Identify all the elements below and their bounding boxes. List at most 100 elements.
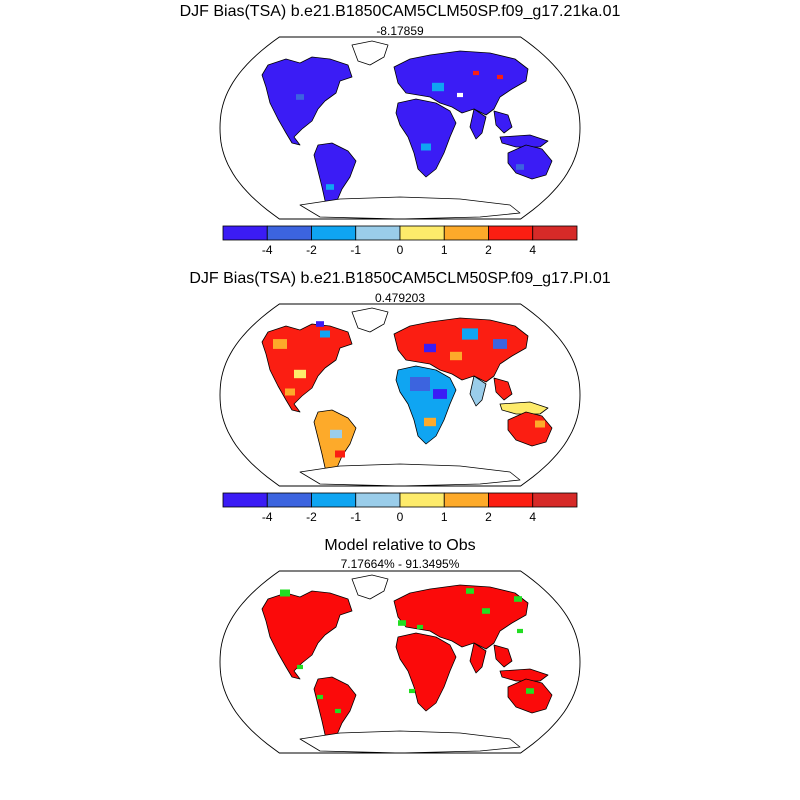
land-india [469,642,487,674]
field-patch [462,328,478,340]
field-patch [424,343,436,353]
field-patch [421,143,431,151]
land-northAmerica [261,56,353,146]
panel3-subtitle: 7.17664% - 91.3495% [340,557,460,571]
colorbar-label: -1 [350,510,361,524]
land-europeAsia [393,50,529,116]
colorbar-label: 1 [441,510,448,524]
colorbar-label: 4 [529,243,536,257]
colorbar-swatch [266,492,312,508]
field-patch [493,339,507,349]
field-patch [466,588,474,594]
colorbar-label: 2 [485,243,492,257]
colorbar-label: 0 [397,510,404,524]
land-australia [507,678,553,714]
colorbar-swatch [399,492,445,508]
colorbar-label: 1 [441,243,448,257]
land-antarctica [299,463,521,486]
field-patch [297,664,303,670]
field-patch [320,330,330,338]
land-greenland [351,574,389,600]
field-patch [294,369,306,379]
field-patch [296,94,304,100]
field-patch [398,620,406,626]
field-patch [473,70,479,76]
land-india [469,375,487,407]
field-patch [409,330,419,338]
field-patch [326,184,334,190]
field-patch [409,688,415,694]
panel2-map [219,303,581,487]
map-frame [219,303,581,487]
colorbar-swatch [311,225,357,241]
land-africa [395,98,457,178]
field-patch [335,450,345,458]
field-patch [517,628,523,634]
field-patch [285,388,295,396]
field-patch [273,339,287,349]
panel3-map [219,570,581,754]
land-seAsia [493,644,513,668]
land-antarctica [299,730,521,753]
land-indonesia [499,134,549,148]
field-patch [521,431,529,437]
colorbar-label: 0 [397,243,404,257]
colorbar-swatch [355,492,401,508]
land-india [469,108,487,140]
colorbar-swatch [532,225,578,241]
colorbar-swatch [443,225,489,241]
field-patch [317,694,323,700]
land-indonesia [499,401,549,415]
land-europeAsia [393,584,529,650]
panel2-subtitle: 0.479203 [374,291,426,305]
panel1-colorbar: -4 -2 -1 0 1 2 4 [222,225,578,257]
field-patch [433,389,447,399]
colorbar-label: -4 [262,510,273,524]
colorbar-swatch [311,492,357,508]
field-patch [280,589,290,597]
field-patch [526,688,534,694]
panel1-map [219,36,581,220]
field-patch [516,164,524,170]
field-patch [535,420,545,428]
land-indonesia [499,668,549,682]
colorbar-swatch [266,225,312,241]
field-patch [432,82,444,92]
colorbar-swatch [443,492,489,508]
land-northAmerica [261,590,353,680]
colorbar-swatch [222,492,268,508]
colorbar-label: 2 [485,510,492,524]
panel3-title: Model relative to Obs [324,537,476,554]
field-patch [335,708,341,714]
field-patch [482,608,490,614]
colorbar-label: -2 [306,243,317,257]
panel2-colorbar: -4 -2 -1 0 1 2 4 [222,492,578,524]
map-frame [219,570,581,754]
colorbar-label: -2 [306,510,317,524]
land-seAsia [493,377,513,401]
field-patch [410,377,430,391]
land-seAsia [493,110,513,134]
panel1-title: DJF Bias(TSA) b.e21.B1850CAM5CLM50SP.f09… [179,3,621,20]
field-patch [424,417,436,427]
panel1-subtitle: -8.17859 [376,24,424,38]
land-antarctica [299,196,521,219]
land-africa [395,632,457,712]
land-greenland [351,40,389,66]
field-patch [417,624,423,630]
field-patch [514,596,522,602]
colorbar-swatch [532,492,578,508]
colorbar-label: 4 [529,510,536,524]
colorbar-label: -1 [350,243,361,257]
field-patch [497,74,503,80]
colorbar-swatch [222,225,268,241]
land-australia [507,144,553,180]
panel2-title: DJF Bias(TSA) b.e21.B1850CAM5CLM50SP.f09… [189,270,611,287]
colorbar-label: -4 [262,243,273,257]
land-greenland [351,307,389,333]
colorbar-swatch [399,225,445,241]
colorbar-swatch [355,225,401,241]
map-frame [219,36,581,220]
colorbar-swatch [488,225,534,241]
field-patch [330,429,342,439]
